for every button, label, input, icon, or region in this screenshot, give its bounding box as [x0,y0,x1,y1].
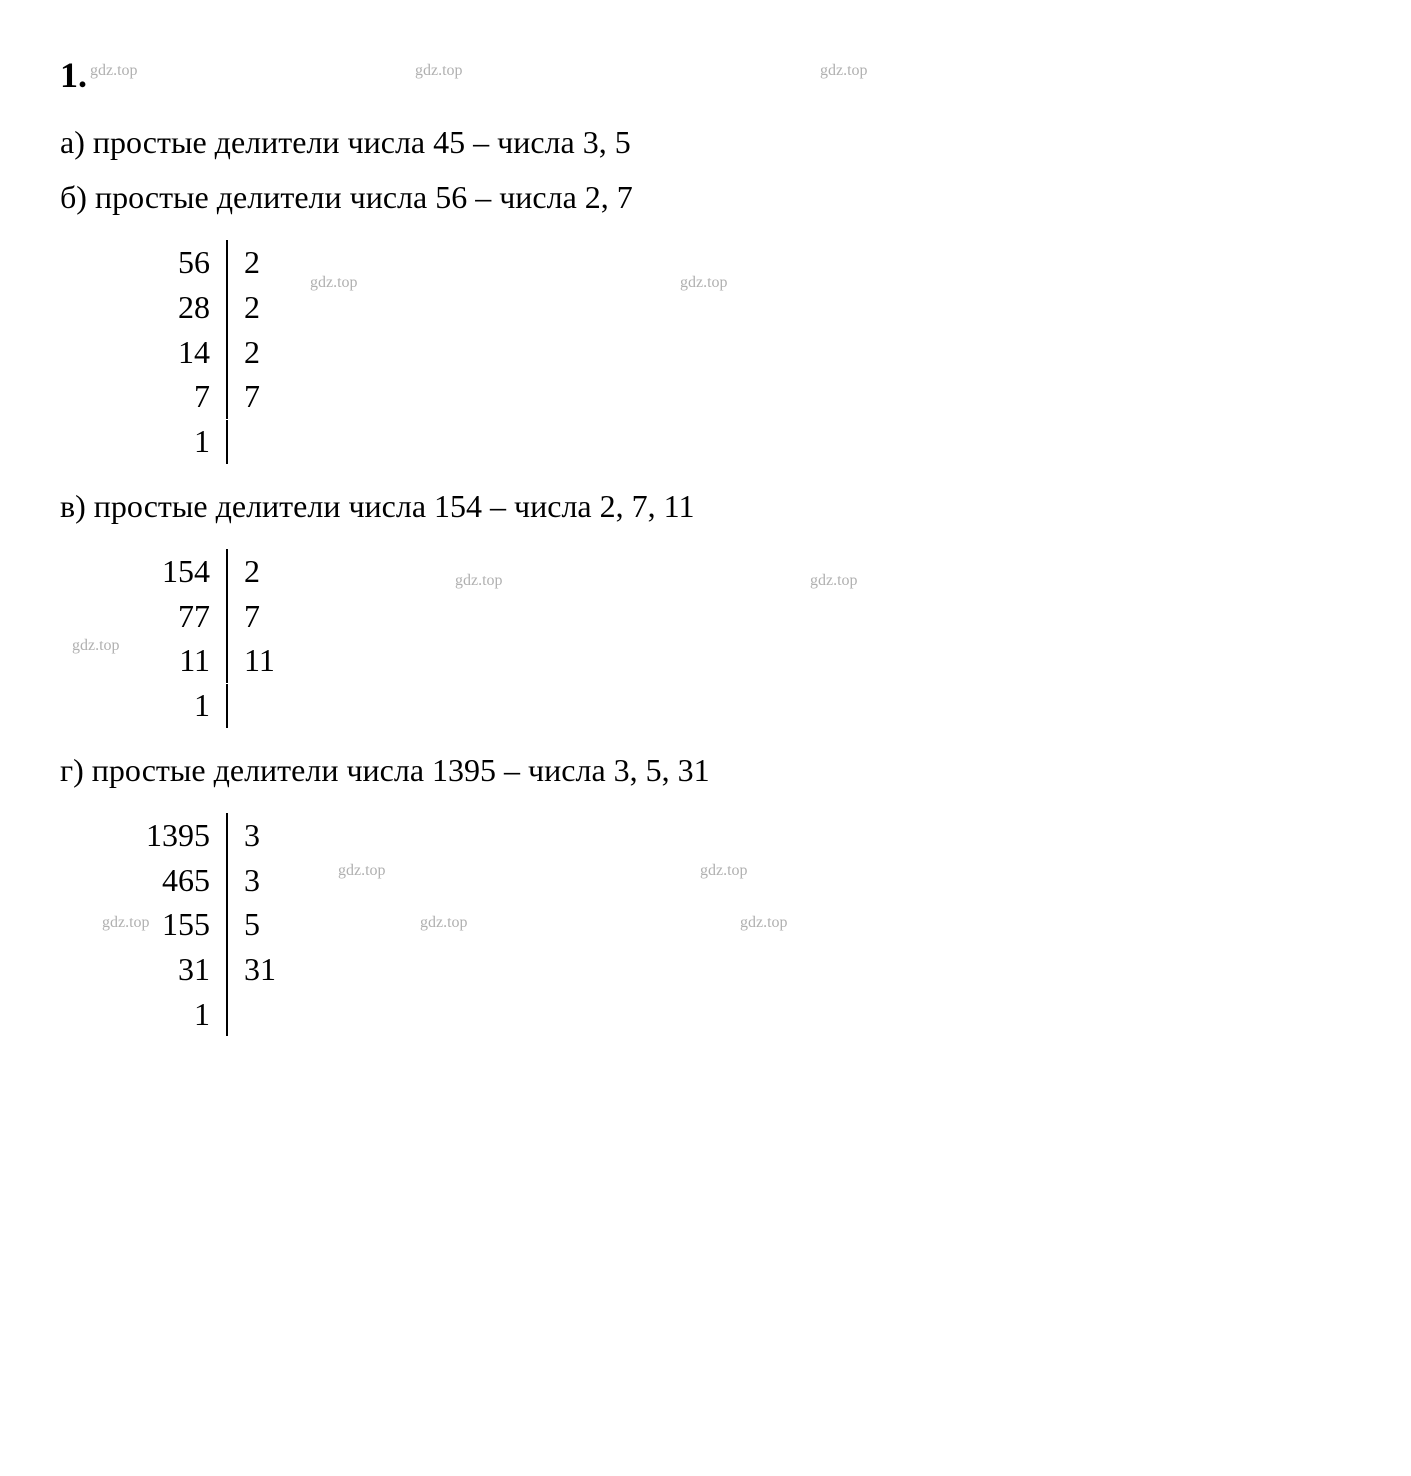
divisors-a: 3, 5 [583,124,631,160]
factor-right-cell [226,420,244,464]
factor-left-cell: 1 [130,992,226,1037]
watermark: gdz.top [310,272,358,294]
factor-left-cell: 31 [130,947,226,992]
text-before-d: простые делители числа [92,752,424,788]
number-c: 154 [434,488,482,524]
factor-right-cell: 2 [226,240,260,285]
text-middle-b: – числа [475,179,577,215]
factor-row: 77 [130,374,260,419]
text-middle-a: – числа [473,124,575,160]
factorization-b: 562282142771 [130,240,260,464]
factor-right-cell: 31 [226,947,276,992]
part-label-d: г) [60,752,84,788]
factor-right-cell: 11 [226,638,275,683]
watermark: gdz.top [455,570,503,592]
factor-left-cell: 14 [130,330,226,375]
factor-left-cell: 1 [130,419,226,464]
watermark: gdz.top [820,60,868,82]
factor-row: 142 [130,330,260,375]
watermark: gdz.top [415,60,463,82]
answer-line-d: г) простые делители числа 1395 – числа 3… [60,748,1351,793]
answer-line-a: а) простые делители числа 45 – числа 3, … [60,120,1351,165]
factor-right-cell: 5 [226,902,260,947]
factor-row: 1111 [130,638,275,683]
watermark: gdz.top [700,860,748,882]
number-b: 56 [435,179,467,215]
factor-row: 1 [130,683,275,728]
divisors-d: 3, 5, 31 [614,752,710,788]
watermark: gdz.top [420,912,468,934]
watermark: gdz.top [90,60,138,82]
divisors-c: 2, 7, 11 [600,488,695,524]
number-a: 45 [433,124,465,160]
part-d: г) простые делители числа 1395 – числа 3… [60,748,1351,1057]
factor-row: 562 [130,240,260,285]
factor-row: 1 [130,419,260,464]
factor-right-cell: 2 [226,549,260,594]
watermark: gdz.top [740,912,788,934]
factor-row: 282 [130,285,260,330]
problem-number: 1. [60,50,1351,100]
factor-left-cell: 154 [130,549,226,594]
factor-right-cell [226,684,244,728]
watermark: gdz.top [102,912,150,934]
factor-right-cell [226,992,244,1036]
factor-right-cell: 7 [226,594,260,639]
factor-row: 13953 [130,813,276,858]
divisors-b: 2, 7 [585,179,633,215]
factor-right-cell: 2 [226,330,260,375]
watermark: gdz.top [72,635,120,657]
factor-left-cell: 28 [130,285,226,330]
factor-left-cell: 11 [130,638,226,683]
factor-left-cell: 1395 [130,813,226,858]
part-b: б) простые делители числа 56 – числа 2, … [60,175,1351,484]
factor-left-cell: 56 [130,240,226,285]
part-label-a: а) [60,124,85,160]
text-middle-c: – числа [490,488,592,524]
factorization-d: 139534653155531311 [130,813,276,1037]
text-before-a: простые делители числа [93,124,425,160]
factor-row: 1555 [130,902,276,947]
watermark: gdz.top [680,272,728,294]
number-d: 1395 [432,752,496,788]
factor-right-cell: 7 [226,374,260,419]
answer-line-b: б) простые делители числа 56 – числа 2, … [60,175,1351,220]
part-label-c: в) [60,488,86,524]
factorization-c: 154277711111 [130,549,275,728]
factor-right-cell: 3 [226,813,260,858]
factor-right-cell: 2 [226,285,260,330]
text-before-c: простые делители числа [94,488,426,524]
factor-row: 3131 [130,947,276,992]
factor-left-cell: 77 [130,594,226,639]
factor-row: 777 [130,594,275,639]
factor-row: 1 [130,992,276,1037]
factor-left-cell: 1 [130,683,226,728]
text-before-b: простые делители числа [95,179,427,215]
factor-left-cell: 7 [130,374,226,419]
part-c: в) простые делители числа 154 – числа 2,… [60,484,1351,748]
text-middle-d: – числа [504,752,606,788]
part-label-b: б) [60,179,87,215]
factor-right-cell: 3 [226,858,260,903]
factor-row: 4653 [130,858,276,903]
part-a: а) простые делители числа 45 – числа 3, … [60,120,1351,165]
watermark: gdz.top [810,570,858,592]
watermark: gdz.top [338,860,386,882]
answer-line-c: в) простые делители числа 154 – числа 2,… [60,484,1351,529]
factor-left-cell: 465 [130,858,226,903]
factor-row: 1542 [130,549,275,594]
